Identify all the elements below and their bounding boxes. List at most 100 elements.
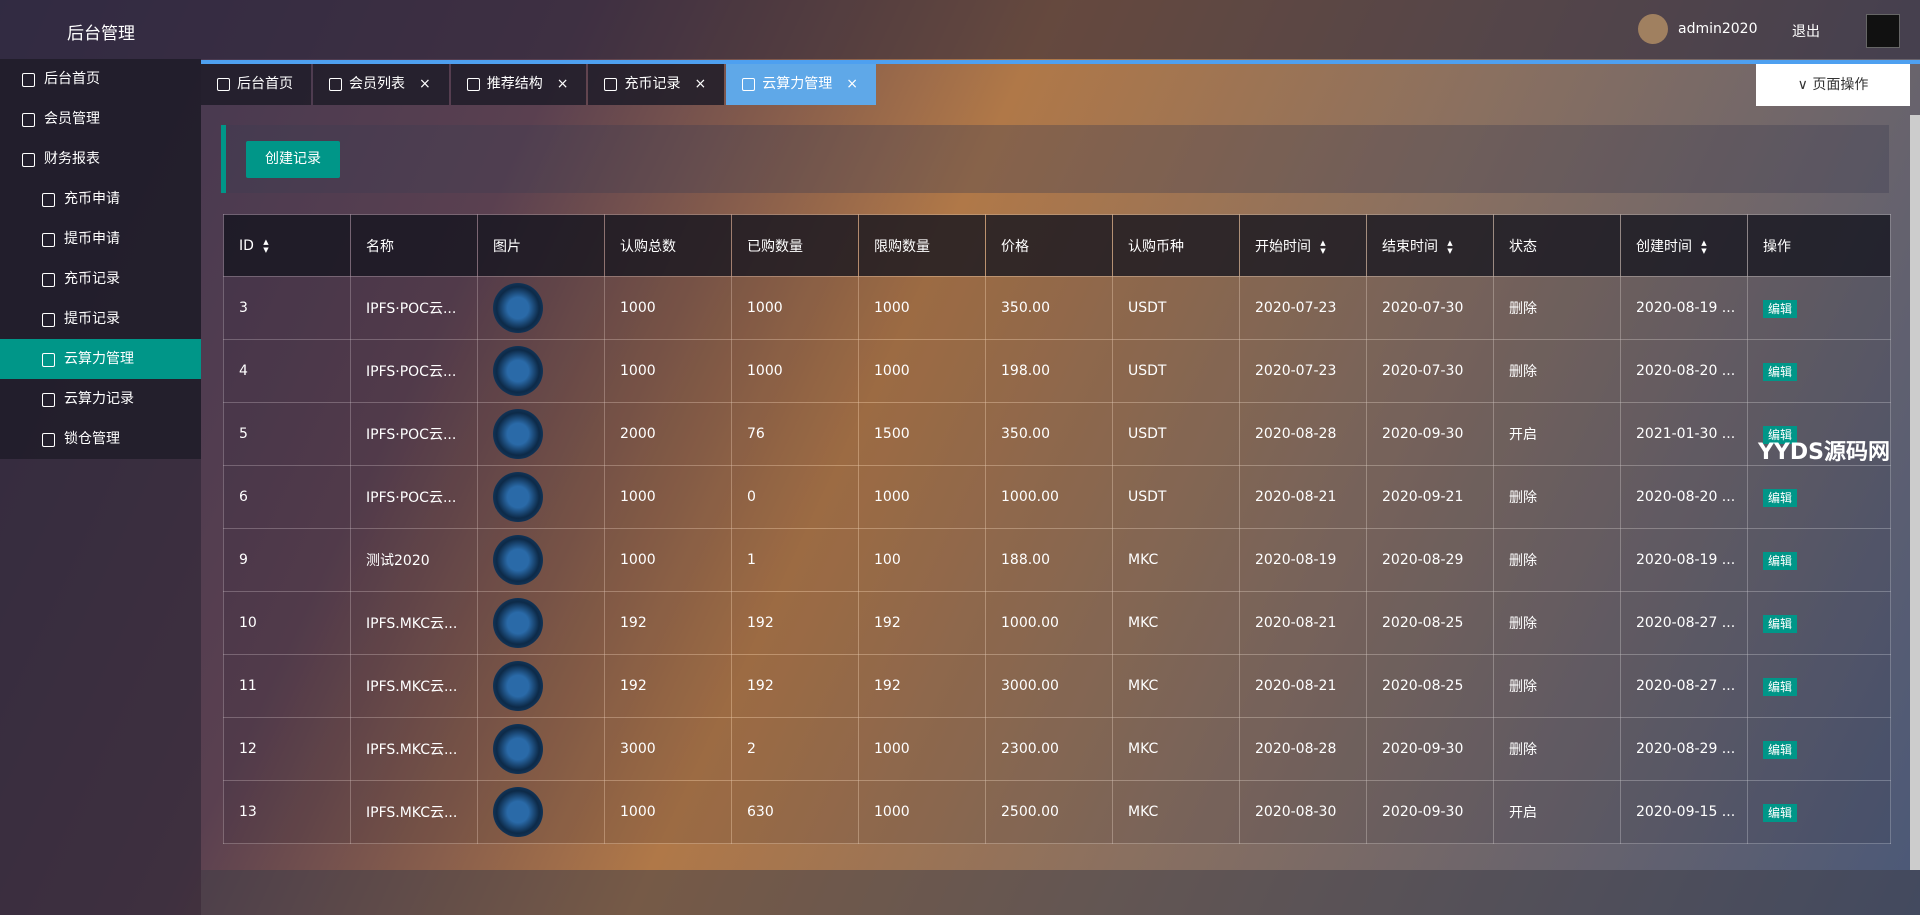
cell: 1000	[604, 528, 732, 592]
cell-text: 2020-08-19 ...	[1636, 552, 1736, 568]
sidebar: 后台首页 会员管理 财务报表 充币申请 提币申请 充币记录 提币记录 云算力管理 云算力记录 锁仓…	[0, 59, 201, 915]
menu-item[interactable]: 云算力记录	[0, 379, 201, 419]
cell: 编辑	[1747, 717, 1891, 781]
page-ops[interactable]: ∨ 页面操作	[1756, 64, 1910, 106]
header-row: ID ▲▼ 名称 图片 认购总数 已购数量 限购数量 价格 认购币种 开始时间 ▲▼ 结束时间 ▲▼ 状态…	[223, 214, 1891, 277]
logout[interactable]: 退出	[1792, 24, 1820, 40]
cell-text: 1000	[874, 300, 910, 316]
cell-text: 1000	[874, 741, 910, 757]
table-row: 12 IPFS.MKC云... 3000 2 1000 2300.00 MKC 2020-08…	[223, 717, 1891, 781]
cell: 2000	[604, 402, 732, 466]
cell: 2020-08-19 ...	[1620, 528, 1748, 592]
menu-item[interactable]: 财务报表	[0, 139, 201, 179]
cell-text: 192	[874, 615, 901, 631]
cell-text: 删除	[1509, 490, 1537, 506]
cell: IPFS·POC云...	[350, 402, 478, 466]
cell-text: 2020-08-25	[1382, 615, 1464, 631]
sort-icon[interactable]: ▲▼	[1319, 238, 1327, 255]
cell-text: 4	[239, 363, 248, 379]
menu-item[interactable]: 后台首页	[0, 59, 201, 99]
menu-item[interactable]: 充币申请	[0, 179, 201, 219]
thumbnail	[493, 472, 543, 522]
cell: 13	[223, 780, 351, 844]
header-label: ID	[239, 237, 254, 254]
menu-item[interactable]: 会员管理	[0, 99, 201, 139]
cell-text: IPFS.MKC云...	[366, 616, 458, 632]
menu-item[interactable]: 锁仓管理	[0, 419, 201, 459]
column-header[interactable]: 结束时间 ▲▼	[1366, 214, 1494, 277]
cell-text: 100	[874, 552, 901, 568]
edit-button[interactable]: 编辑	[1763, 299, 1798, 318]
cell: 1000	[604, 780, 732, 844]
cell: 2020-08-20 ...	[1620, 339, 1748, 403]
cell-text: 188.00	[1001, 552, 1050, 568]
cell-text: 1000	[620, 300, 656, 316]
cell-text: 1000.00	[1001, 489, 1059, 505]
cell-text: 11	[239, 678, 257, 694]
edit-button[interactable]: 编辑	[1763, 362, 1798, 381]
edit-button[interactable]: 编辑	[1763, 614, 1798, 633]
edit-button[interactable]: 编辑	[1763, 677, 1798, 696]
cell-text: 192	[747, 678, 774, 694]
cell-text: 2	[747, 741, 756, 757]
edit-button[interactable]: 编辑	[1763, 803, 1798, 822]
user-name[interactable]: admin2020	[1678, 21, 1758, 37]
cell-text: 1000	[620, 489, 656, 505]
cell-text: 2020-09-30	[1382, 426, 1464, 442]
table-row: 13 IPFS.MKC云... 1000 630 1000 2500.00 MKC 2020-…	[223, 780, 1891, 844]
sort-icon[interactable]: ▲▼	[1700, 238, 1708, 255]
cell: 编辑	[1747, 528, 1891, 592]
cell: 2020-08-21	[1239, 465, 1367, 529]
cell	[477, 339, 605, 403]
cell-text: 192	[747, 615, 774, 631]
cell: 188.00	[985, 528, 1113, 592]
cell-text: 1000.00	[1001, 615, 1059, 631]
cell: 3000	[604, 717, 732, 781]
column-header[interactable]: 创建时间 ▲▼	[1620, 214, 1748, 277]
tab-close[interactable]: ×	[694, 76, 707, 92]
tab[interactable]: 会员列表 ×	[313, 64, 449, 105]
cell: 2500.00	[985, 780, 1113, 844]
menu-item[interactable]: 提币记录	[0, 299, 201, 339]
cell-text: 2020-08-28	[1255, 741, 1337, 757]
tab[interactable]: 推荐结构 ×	[450, 64, 587, 105]
cell	[477, 591, 605, 655]
header-label: 操作	[1763, 238, 1791, 255]
tab-close[interactable]: ×	[556, 76, 569, 92]
sort-icon[interactable]: ▲▼	[1446, 238, 1454, 255]
cell: 192	[731, 591, 859, 655]
cell: MKC	[1112, 780, 1240, 844]
cell: 76	[731, 402, 859, 466]
toolbar: 创建记录	[221, 125, 1889, 193]
tab[interactable]: 充币记录 ×	[588, 64, 725, 105]
cell-text: 76	[747, 426, 765, 442]
tab[interactable]: 云算力管理 ×	[726, 64, 876, 105]
cell-text: 2020-08-29 ...	[1636, 741, 1736, 757]
menu-item[interactable]: 云算力管理	[0, 339, 201, 379]
scrollbar[interactable]	[1910, 115, 1920, 870]
cell: USDT	[1112, 276, 1240, 340]
column-header[interactable]: 开始时间 ▲▼	[1239, 214, 1367, 277]
cell: 开启	[1493, 780, 1621, 844]
cell: 198.00	[985, 339, 1113, 403]
sort-icon[interactable]: ▲▼	[261, 237, 270, 254]
menu-item[interactable]: 提币申请	[0, 219, 201, 259]
create-button[interactable]: 创建记录	[246, 141, 340, 178]
edit-button[interactable]: 编辑	[1763, 425, 1798, 444]
edit-button[interactable]: 编辑	[1763, 551, 1798, 570]
cell-text: 2020-07-23	[1255, 300, 1337, 316]
cell-text: MKC	[1128, 615, 1159, 631]
edit-button[interactable]: 编辑	[1763, 488, 1798, 507]
cell-text: 1000	[874, 489, 910, 505]
cell: 1000	[858, 717, 986, 781]
tab[interactable]: 后台首页	[201, 64, 311, 105]
cell-text: 2500.00	[1001, 804, 1059, 820]
header-label: 认购总数	[620, 238, 676, 255]
column-header[interactable]: ID ▲▼	[223, 214, 351, 277]
menu-item[interactable]: 充币记录	[0, 259, 201, 299]
tab-close[interactable]: ×	[846, 76, 858, 92]
table-row: 6 IPFS·POC云... 1000 0 1000 1000.00 USDT 2020-08…	[223, 465, 1891, 529]
edit-button[interactable]: 编辑	[1763, 740, 1798, 759]
cell-text: 350.00	[1001, 300, 1050, 316]
tab-close[interactable]: ×	[419, 76, 431, 92]
